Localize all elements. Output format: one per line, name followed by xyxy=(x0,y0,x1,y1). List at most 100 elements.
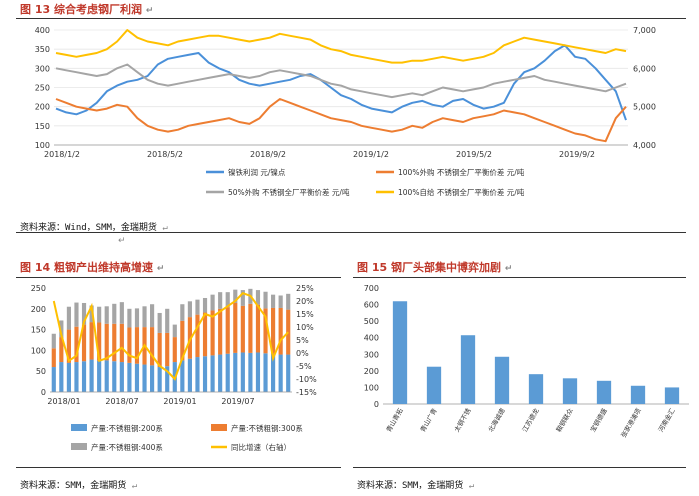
y-tick-label: 200 xyxy=(364,367,379,376)
figure-13-caption: 综合考虑钢厂利润 xyxy=(53,3,142,16)
bar-0 xyxy=(255,352,261,392)
bar-1 xyxy=(81,324,87,362)
y-right-tick-label: 15% xyxy=(296,310,314,319)
x-category-label: 鞍钢联众 xyxy=(554,406,575,433)
y-left-tick-label: 300 xyxy=(35,64,50,73)
bar-2 xyxy=(66,306,71,330)
bar-0 xyxy=(263,353,268,392)
bar-2 xyxy=(172,324,177,338)
bar-2 xyxy=(134,308,140,328)
bar-2 xyxy=(286,293,291,310)
legend-label: 50%外购 不锈钢全厂平衡价差 元/吨 xyxy=(228,187,350,197)
bar-1 xyxy=(66,329,71,363)
figure-15-title: 图 15 钢厂头部集中博弈加剧 ↵ xyxy=(357,259,512,275)
bar-2 xyxy=(210,294,215,311)
bar-2 xyxy=(119,302,124,324)
y-tick-label: 400 xyxy=(364,334,379,343)
bar-0 xyxy=(150,365,155,392)
bar-1 xyxy=(172,337,177,363)
figure-15-bottom-rule xyxy=(353,467,686,468)
bar-2 xyxy=(127,308,132,328)
legend-label: 产量:不锈粗钢:200系 xyxy=(91,423,163,433)
y-left-tick-label: 250 xyxy=(31,284,46,293)
y-tick-label: 100 xyxy=(364,383,379,392)
figure-13-source: 资料来源：Wind，SMM，金瑞期货 ↵ xyxy=(20,220,168,233)
bar-0 xyxy=(59,362,64,392)
bar-2 xyxy=(278,295,283,308)
bar-1 xyxy=(248,303,253,353)
bar-2 xyxy=(218,292,223,309)
bar-0 xyxy=(97,360,102,392)
return-mark: ↵ xyxy=(468,481,475,491)
bar-2 xyxy=(187,301,192,318)
figure-15-top-rule xyxy=(353,277,686,278)
bar-2 xyxy=(74,302,79,327)
bar-1 xyxy=(240,305,245,353)
y-right-tick-label: 4,000 xyxy=(633,141,656,150)
return-mark: ↵ xyxy=(145,6,154,16)
series-line-1 xyxy=(55,98,627,143)
series-line-0 xyxy=(55,44,627,121)
figure-15-caption: 钢厂头部集中博弈加剧 xyxy=(390,261,501,274)
x-tick-label: 2019/9/2 xyxy=(559,150,595,159)
bar-1 xyxy=(74,326,79,363)
figure-14-title: 图 14 粗钢产出维持高增速 ↵ xyxy=(20,259,164,275)
bar-0 xyxy=(286,354,291,392)
bar-2 xyxy=(97,306,102,323)
bar xyxy=(630,385,646,404)
bar-0 xyxy=(202,356,208,392)
bar-2 xyxy=(89,305,94,323)
x-tick-label: 2019/1/2 xyxy=(353,150,389,159)
return-mark: ↵ xyxy=(118,236,126,246)
y-right-tick-label: 10% xyxy=(296,323,314,332)
series-line-2 xyxy=(55,63,627,99)
bar-0 xyxy=(240,352,245,392)
figure-14-source: 资料来源：SMM，金瑞期货 ↵ xyxy=(20,478,137,491)
bar-2 xyxy=(180,304,185,321)
bar-1 xyxy=(165,332,170,367)
figure-14-chart: 250 200 150 100 50 0 25% 20% 15% 10% 5% 0% -5% -10% -1… xyxy=(31,284,317,452)
bar-1 xyxy=(119,323,124,363)
bar-1 xyxy=(157,332,162,368)
x-tick-label: 2018/1/2 xyxy=(44,150,80,159)
bar-1 xyxy=(233,302,238,353)
bar-0 xyxy=(210,355,215,392)
x-tick-label: 2018/9/2 xyxy=(250,150,286,159)
legend-label: 同比增速（右轴） xyxy=(231,442,291,452)
y-left-tick-label: 400 xyxy=(35,26,50,35)
bar-1 xyxy=(271,307,276,354)
bar-0 xyxy=(66,362,71,392)
x-category-label: 太钢不锈 xyxy=(452,406,473,433)
bar-0 xyxy=(134,363,140,392)
bar-2 xyxy=(225,292,230,308)
y-right-tick-label: 5% xyxy=(296,336,309,345)
top-divider xyxy=(16,18,686,19)
figure-14-source-text: 资料来源：SMM，金瑞期货 xyxy=(20,481,127,491)
bar-2 xyxy=(81,302,87,325)
y-tick-label: 0 xyxy=(374,400,379,409)
figure-14-caption: 粗钢产出维持高增速 xyxy=(53,261,153,274)
y-left-tick-label: 250 xyxy=(35,84,50,93)
x-tick-label: 2018/5/2 xyxy=(147,150,183,159)
figure-15-source-text: 资料来源：SMM，金瑞期货 xyxy=(357,481,464,491)
series-line-3 xyxy=(55,29,627,64)
y-right-tick-label: -15% xyxy=(296,388,317,397)
bar xyxy=(562,378,578,404)
figure-14-number: 图 14 xyxy=(20,261,51,274)
y-left-tick-label: 150 xyxy=(31,326,46,335)
y-left-tick-label: 0 xyxy=(41,388,46,397)
bar xyxy=(596,380,612,404)
bar-0 xyxy=(195,357,200,392)
bar-1 xyxy=(263,308,268,354)
bar-1 xyxy=(180,320,185,361)
bar-0 xyxy=(119,362,124,392)
y-left-tick-label: 350 xyxy=(35,45,50,54)
y-right-tick-label: -10% xyxy=(296,375,317,384)
bar-1 xyxy=(210,310,215,356)
bar-0 xyxy=(104,360,109,392)
y-right-tick-label: 0% xyxy=(296,349,309,358)
bar-1 xyxy=(218,308,223,355)
bar-0 xyxy=(225,353,230,392)
return-mark: ↵ xyxy=(156,264,165,274)
figure-14-bottom-rule xyxy=(16,467,341,468)
